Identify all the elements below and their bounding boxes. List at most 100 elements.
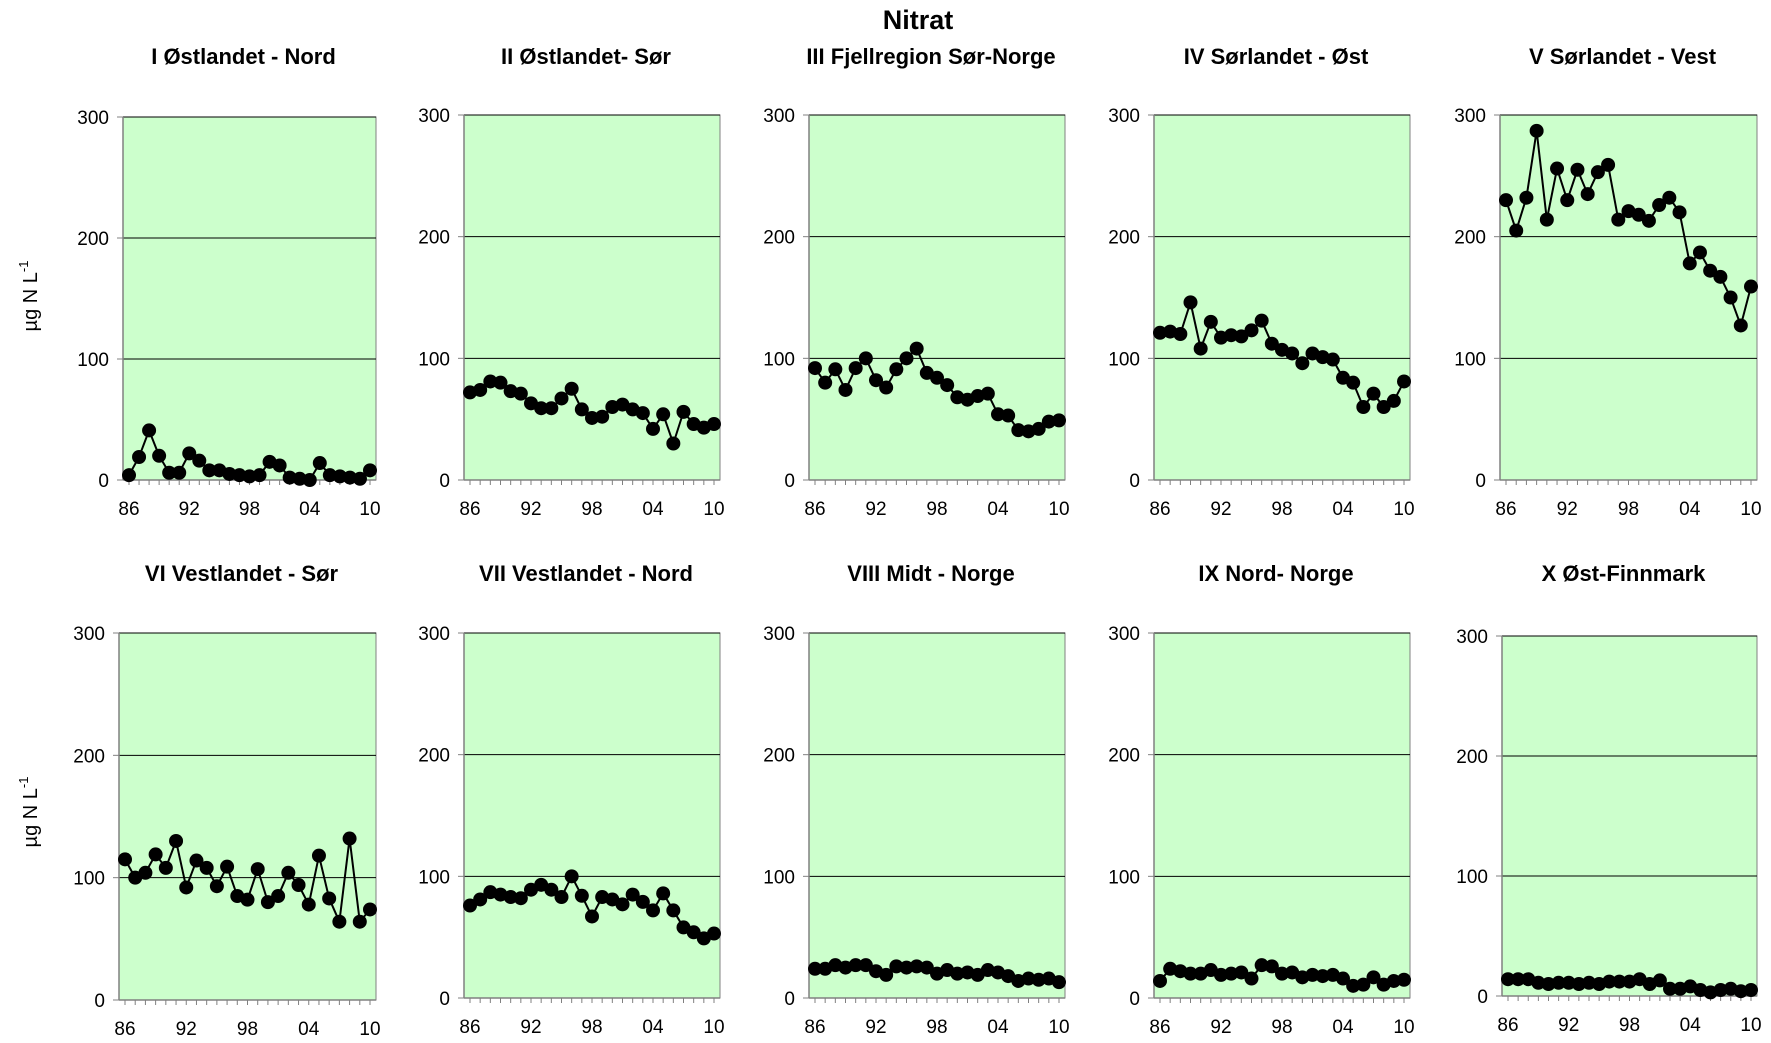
data-point	[646, 421, 660, 436]
data-point	[142, 423, 157, 438]
data-point	[1244, 323, 1259, 338]
x-tick-label: 04	[987, 1017, 1009, 1038]
panel-title: VII Vestlandet - Nord	[479, 561, 693, 586]
chart-panel: IV Sørlandet - Øst 0 100 200 300 86 92 98 04 10	[1108, 44, 1414, 520]
data-point	[1662, 190, 1677, 205]
data-point	[585, 410, 599, 425]
x-tick-label: 98	[237, 1019, 258, 1040]
plot-area	[463, 114, 721, 481]
data-point	[1580, 187, 1595, 202]
x-tick-label: 92	[520, 1017, 541, 1038]
data-point	[676, 404, 691, 419]
y-tick-label: 0	[1129, 989, 1140, 1010]
data-point	[1052, 975, 1066, 990]
x-tick-label: 04	[299, 499, 321, 520]
x-tick-label: 92	[176, 1019, 197, 1040]
y-tick-label: 100	[1454, 349, 1486, 370]
data-point	[138, 865, 153, 880]
x-tick-label: 86	[1497, 1015, 1518, 1036]
x-tick-label: 98	[1619, 1015, 1640, 1036]
chart-panel: I Østlandet - Nord 0 100 200 300 86 92 98 04 10	[77, 44, 380, 520]
panel-title: V Sørlandet - Vest	[1529, 44, 1717, 69]
x-tick-label: 86	[459, 499, 480, 520]
data-point	[1001, 408, 1016, 423]
data-point	[869, 373, 883, 388]
chart-panel: VIII Midt - Norge 0 100 200 300 86 92 98 04 10	[763, 561, 1069, 1038]
plot-area	[118, 632, 377, 1001]
y-tick-label: 200	[1108, 746, 1140, 767]
data-point	[1397, 972, 1411, 987]
data-point	[1234, 329, 1249, 344]
y-tick-label: 300	[763, 106, 795, 127]
data-point	[250, 862, 265, 877]
data-point	[148, 847, 163, 862]
data-point	[1601, 157, 1616, 172]
x-tick-label: 92	[865, 1017, 886, 1038]
data-point	[564, 869, 579, 884]
chart-panel: X Øst-Finnmark 0 100 200 300 86 92 98 04 10	[1456, 561, 1761, 1036]
data-point	[272, 458, 287, 473]
data-point	[899, 960, 914, 975]
data-point	[192, 453, 207, 468]
figure-title: Nitrat	[883, 5, 954, 35]
data-point	[1386, 393, 1401, 408]
data-point	[312, 456, 327, 471]
data-point	[152, 448, 167, 463]
plot-area	[1153, 632, 1411, 999]
y-tick-label: 300	[418, 624, 450, 645]
data-point	[909, 341, 924, 356]
panel-title: IX Nord- Norge	[1198, 561, 1353, 586]
panel-title: II Østlandet- Sør	[501, 44, 671, 69]
data-point	[950, 966, 965, 981]
data-point	[1511, 972, 1526, 987]
x-tick-label: 92	[1558, 1015, 1579, 1036]
data-point	[169, 833, 184, 848]
y-axis-title-top: µg N L-1	[16, 261, 42, 332]
data-point	[1264, 959, 1279, 974]
x-tick-label: 04	[1680, 1015, 1702, 1036]
data-point	[1275, 966, 1289, 981]
data-point	[1366, 386, 1381, 401]
data-point	[838, 382, 853, 397]
data-point	[707, 926, 721, 941]
data-point	[172, 465, 187, 480]
data-point	[615, 897, 630, 912]
data-point	[1315, 969, 1330, 984]
data-point	[848, 361, 863, 376]
data-point	[162, 465, 177, 480]
data-point	[1541, 977, 1556, 991]
data-point	[209, 879, 224, 894]
x-tick-label: 92	[520, 499, 541, 520]
data-point	[1582, 975, 1596, 990]
data-point	[1254, 313, 1269, 328]
plot-area	[1499, 114, 1758, 481]
data-point	[1550, 161, 1565, 176]
data-point	[132, 450, 147, 465]
x-tick-label: 04	[1332, 499, 1354, 520]
data-point	[1713, 269, 1728, 284]
x-tick-label: 04	[642, 1017, 664, 1038]
data-point	[1153, 973, 1167, 988]
x-tick-label: 04	[987, 499, 1009, 520]
x-tick-label: 10	[1048, 1017, 1069, 1038]
data-point	[1560, 193, 1575, 208]
data-point	[1203, 314, 1218, 329]
data-point	[1499, 193, 1513, 208]
x-tick-label: 98	[581, 1017, 602, 1038]
panel-title: IV Sørlandet - Øst	[1184, 44, 1369, 69]
data-point	[513, 386, 528, 401]
x-tick-label: 86	[1495, 499, 1516, 520]
data-point	[1744, 983, 1758, 997]
data-point	[635, 406, 650, 421]
plot-area	[808, 632, 1066, 999]
x-tick-label: 92	[179, 499, 200, 520]
data-point	[363, 902, 377, 917]
x-tick-label: 04	[298, 1019, 320, 1040]
data-point	[322, 891, 337, 906]
data-point	[311, 848, 326, 863]
x-tick-label: 10	[1048, 499, 1069, 520]
data-point	[1551, 975, 1566, 990]
y-tick-label: 300	[1108, 106, 1140, 127]
